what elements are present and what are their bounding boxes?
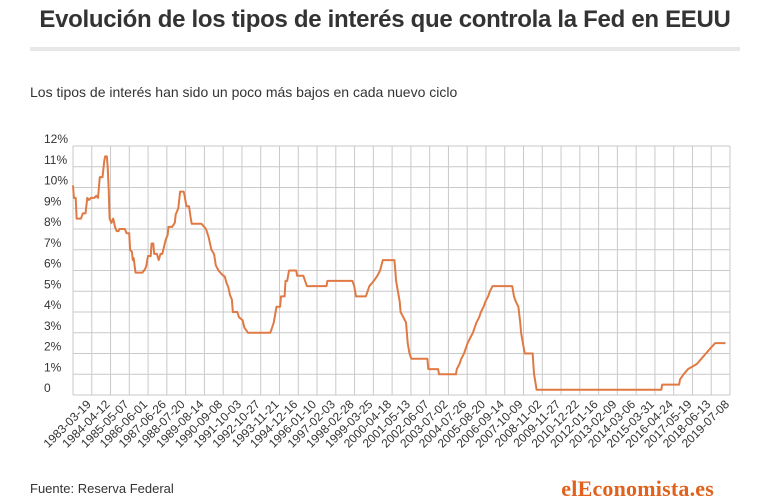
chart-title: Evolución de los tipos de interés que co… (39, 6, 731, 33)
y-tick-label: 7% (44, 236, 62, 250)
y-tick-label: 1% (44, 360, 62, 374)
source-note: Fuente: Reserva Federal (30, 481, 174, 496)
y-tick-label: 10% (44, 174, 68, 188)
y-tick-label: 12% (44, 132, 68, 146)
y-tick-label: 11% (44, 153, 67, 167)
y-axis-tick-labels: 0 1% 2% 3% 4% 5% 6% 7% 8% 9% 10% 11% 12% (44, 132, 68, 395)
title-divider (30, 47, 740, 51)
y-tick-label: 9% (44, 194, 62, 208)
chart-subtitle: Los tipos de interés han sido un poco má… (30, 84, 458, 100)
chart-grid (72, 145, 731, 396)
y-tick-label: 2% (44, 340, 62, 354)
y-tick-label: 0 (44, 381, 51, 395)
y-tick-label: 5% (44, 277, 62, 291)
y-tick-label: 6% (44, 257, 62, 271)
series-line (72, 155, 726, 391)
y-tick-label: 8% (44, 215, 62, 229)
y-tick-label: 4% (44, 298, 62, 312)
brand-logo: elEconomista.es (561, 476, 714, 501)
y-tick-label: 3% (44, 319, 62, 333)
x-axis-tick-labels: 1983-03-191984-04-121985-05-071986-06-01… (41, 397, 733, 451)
series-layer (72, 155, 726, 391)
